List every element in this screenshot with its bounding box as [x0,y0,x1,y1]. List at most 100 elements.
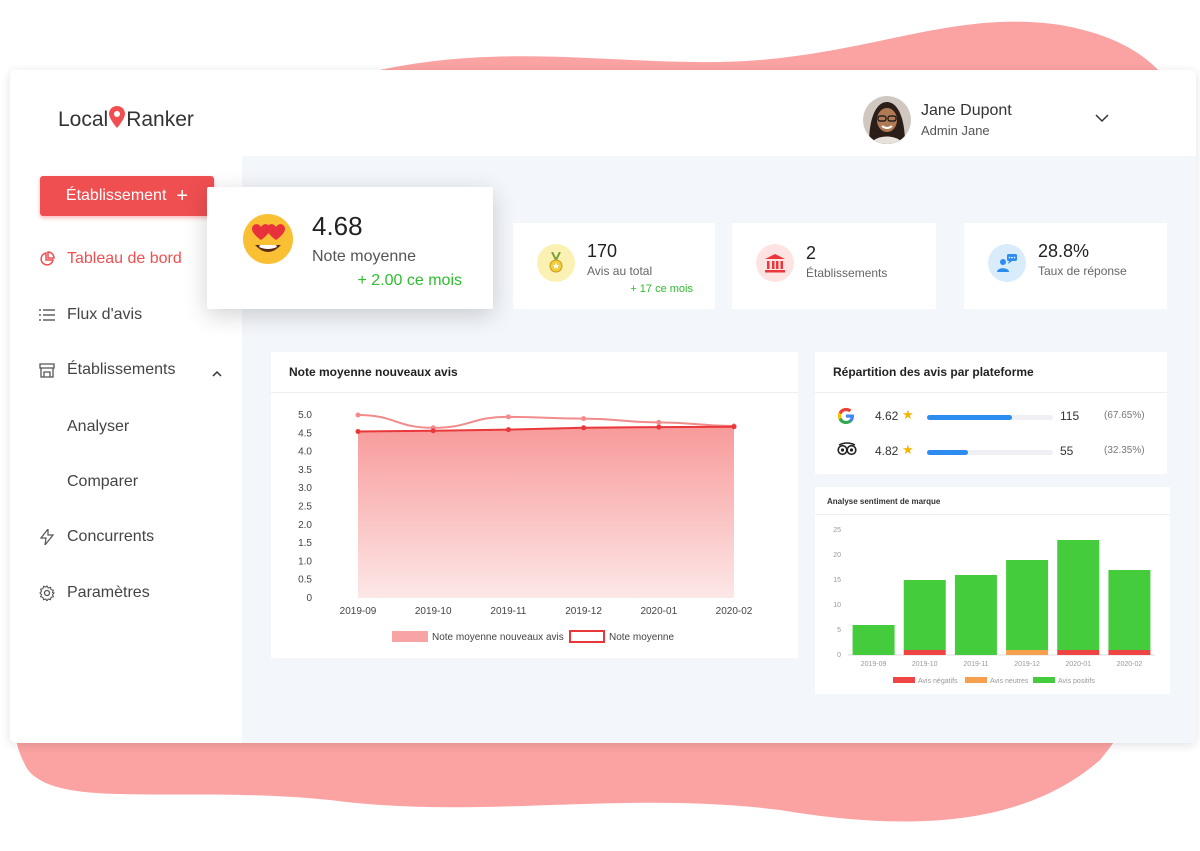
stat-card-response-rate: 28.8% Taux de réponse [964,223,1167,309]
chat-user-icon [988,244,1026,282]
data-point-average [581,425,587,431]
establishments-value: 2 [806,243,817,263]
platforms-panel: Répartition des avis par plateforme 4.62… [815,352,1167,474]
bar-segment [1006,560,1049,650]
y-tick-label: 0.5 [298,575,312,586]
x-tick-label: 2019-10 [912,661,938,668]
bar-segment [903,650,946,655]
y-tick-label: 4.5 [298,428,312,439]
tripadvisor-icon [837,442,857,461]
bar-segment [1006,650,1049,655]
sidebar-item-label: Tableau de bord [67,250,182,267]
platforms-title: Répartition des avis par plateforme [833,365,1034,379]
lightning-icon [38,528,56,546]
legend-swatch-new-reviews [392,631,428,642]
reviews-delta: + 17 ce mois [630,283,693,295]
bar-segment [903,580,946,650]
y-tick-label: 4.0 [298,447,312,458]
legend-swatch-average [569,630,605,643]
y-tick-label: 1.5 [298,538,312,549]
bar-segment [1108,570,1151,650]
y-tick-label: 1.0 [298,556,312,567]
response-rate-label: Taux de réponse [1038,264,1127,278]
brand-left: Local [58,108,109,131]
sentiment-bar-chart: 25 20 15 10 5 0 2019-09 2019-10 2019-11 2019-12 20… [833,527,1155,685]
stat-card-reviews: 170 Avis au total + 17 ce mois [513,223,715,309]
rating-area-chart: 5.0 4.5 4.0 3.5 3.0 2.5 2.0 1.5 1.0 0.5 0 2019-09 20… [298,410,753,643]
gear-icon [38,584,56,602]
rating-chart-title: Note moyenne nouveaux avis [289,365,458,379]
data-point-average [505,427,511,433]
x-tick-label: 2019-09 [861,661,887,668]
series-line-new-reviews [357,414,735,429]
x-tick-label: 2019-09 [340,606,377,617]
rating-chart-panel: Note moyenne nouveaux avis 5.0 4.5 4.0 3.5 3… [271,352,798,658]
medal-icon [537,244,575,282]
y-tick-label: 3.5 [298,465,312,476]
sidebar-item-competitors[interactable]: Concurrents [38,528,154,546]
y-tick-label: 0 [306,593,312,604]
bar-segment [852,625,895,655]
star-icon: ★ [902,442,914,457]
add-establishment-label: Établissement [65,187,167,204]
legend-label-average: Note moyenne [609,632,674,643]
app-window: Local Ranker Jane Dupont Admi [10,70,1196,743]
tripadvisor-progress-fill [927,450,968,455]
data-point-average [656,424,662,430]
establishments-label: Établissements [806,266,888,280]
x-tick-label: 2019-11 [963,661,988,668]
x-tick-label: 2020-02 [716,606,753,617]
user-menu[interactable]: Jane Dupont Admin Jane [863,96,1012,144]
data-point-average [430,428,436,434]
sidebar-item-establishments[interactable]: Établissements [38,361,228,379]
x-tick-label: 2020-01 [1065,661,1091,668]
google-progress-fill [927,415,1013,420]
user-role: Admin Jane [921,123,990,138]
bar-segment [1057,540,1100,650]
sidebar-item-reviews-feed[interactable]: Flux d'avis [38,306,142,324]
data-point-average [355,428,361,434]
star-icon: ★ [902,407,914,422]
tripadvisor-progress-track [927,450,1053,455]
area-fill [358,426,734,598]
google-percentage: (67.65%) [1104,410,1145,421]
rating-value: 4.68 [312,211,363,241]
tripadvisor-rating: 4.82 [875,444,899,458]
user-name: Jane Dupont [921,102,1012,119]
response-rate-value: 28.8% [1038,241,1090,261]
plus-icon: + [176,185,189,207]
y-tick-label: 15 [833,577,841,584]
google-rating: 4.62 [875,409,899,423]
sidebar-item-label: Flux d'avis [67,306,143,323]
y-tick-label: 2.5 [298,502,312,513]
sentiment-chart-title: Analyse sentiment de marque [827,497,941,506]
add-establishment-button[interactable]: Établissement + [40,176,214,216]
location-pin-icon [109,106,126,134]
data-point-new-reviews [355,412,361,418]
sidebar-item-settings[interactable]: Paramètres [38,584,150,602]
rating-label: Note moyenne [312,248,417,265]
sidebar-subitem-analyse[interactable]: Analyser [67,418,130,435]
sidebar-item-dashboard[interactable]: Tableau de bord [38,250,182,268]
sidebar-item-label: Concurrents [67,528,155,545]
brand-logo[interactable]: Local Ranker [58,106,194,134]
x-tick-label: 2020-02 [1117,661,1143,668]
top-header: Local Ranker Jane Dupont Admi [10,70,1196,156]
legend-swatch [893,677,915,683]
y-tick-label: 20 [833,552,841,559]
x-tick-label: 2020-01 [640,606,677,617]
y-tick-label: 5.0 [298,410,312,421]
chevron-down-icon[interactable] [1095,110,1109,128]
bar-segment [954,575,997,655]
y-tick-label: 0 [837,652,841,659]
google-icon [837,407,855,430]
brand-right: Ranker [126,108,194,131]
bank-icon [756,244,794,282]
chevron-up-icon[interactable] [212,364,222,382]
bar-segment [1057,650,1100,655]
legend-label: Avis neutres [990,678,1029,685]
stat-card-rating: 4.68 Note moyenne + 2.00 ce mois [207,187,493,309]
sidebar-subitem-compare[interactable]: Comparer [67,473,139,490]
x-tick-label: 2019-10 [415,606,452,617]
reviews-total-value: 170 [587,241,618,261]
